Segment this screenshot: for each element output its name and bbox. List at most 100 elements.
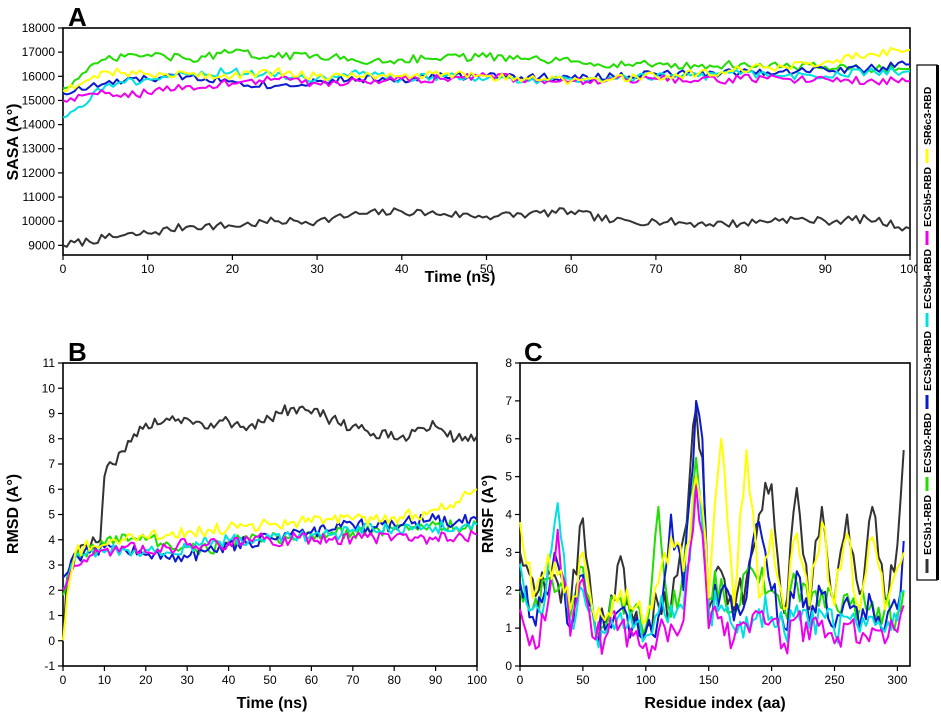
rmsd-y-tick-label: 9 (48, 407, 55, 421)
sasa-y-tick-label: 16000 (22, 69, 56, 83)
rmsd-y-tick-label: 4 (48, 533, 55, 547)
sasa-y-axis-label: SASA (A°) (5, 104, 22, 181)
sasa-panel: 0 10 20 30 40 50 60 70 80 90 100 9000 10000 11000 120… (5, 21, 920, 286)
rmsf-y-tick-label: 6 (505, 432, 512, 446)
rmsf-x-tick-label: 250 (825, 673, 845, 687)
rmsd-y-tick-label: 7 (48, 457, 55, 471)
rmsd-x-tick-label: 0 (60, 673, 67, 687)
sasa-x-tick-label: 50 (480, 262, 494, 276)
sasa-series-ecsb5-rbd (62, 72, 911, 103)
sasa-y-tick-label: 12000 (22, 166, 56, 180)
rmsd-y-tick-label: 1 (48, 609, 55, 623)
legend-label-ecsb5-rbd: ECSb5-RBD (922, 166, 934, 227)
rmsd-x-tick-label: 10 (98, 673, 112, 687)
rmsf-x-ticks: 0 50 100 150 200 250 300 (517, 666, 908, 687)
rmsf-series-layer (519, 399, 905, 660)
rmsd-x-ticks: 0 10 20 30 40 50 60 70 80 90 100 (60, 666, 487, 687)
sasa-y-tick-label: 14000 (22, 118, 56, 132)
sasa-y-tick-label: 15000 (22, 93, 56, 107)
sasa-y-tick-label: 9000 (28, 238, 55, 252)
rmsd-x-tick-label: 40 (222, 673, 236, 687)
legend-label-ecsb4-rbd: ECSb4-RBD (922, 248, 934, 309)
rmsd-y-ticks: -1 0 1 2 3 4 5 6 7 8 9 10 11 (42, 356, 63, 673)
rmsf-y-tick-label: 4 (505, 508, 512, 522)
rmsd-y-tick-label: 2 (48, 583, 55, 597)
rmsd-y-tick-label: 11 (43, 356, 56, 370)
rmsf-panel: 0 50 100 150 200 250 300 0 1 2 3 4 5 6 7 8 Residue ind… (480, 356, 911, 712)
rmsf-series-sr6c3-rbd (519, 437, 905, 625)
rmsf-x-tick-label: 300 (887, 673, 907, 687)
sasa-series-sr6c3-rbd (62, 46, 911, 92)
legend-label-ecsb3-rbd: ECSb3-RBD (922, 330, 934, 391)
rmsf-y-tick-label: 7 (505, 394, 512, 408)
rmsd-y-axis-label: RMSD (A°) (5, 474, 22, 554)
sasa-x-ticks: 0 10 20 30 40 50 60 70 80 90 100 (60, 255, 920, 276)
rmsf-y-axis-label: RMSF (A°) (480, 475, 497, 553)
sasa-x-tick-label: 60 (565, 262, 579, 276)
sasa-series-ecsb4-rbd (62, 66, 910, 119)
sasa-x-tick-label: 20 (226, 262, 240, 276)
sasa-y-tick-label: 17000 (22, 45, 56, 59)
sasa-y-tick-label: 11000 (23, 190, 56, 204)
rmsf-series-ecsb1-rbd (519, 407, 905, 638)
rmsd-y-tick-label: 8 (48, 432, 55, 446)
sasa-y-tick-label: 13000 (22, 142, 56, 156)
rmsd-x-tick-label: 100 (467, 673, 487, 687)
rmsf-x-tick-label: 200 (762, 673, 782, 687)
rmsf-y-tick-label: 5 (505, 470, 512, 484)
sasa-series-ecsb2-rbd (62, 48, 911, 90)
panel-letter-a: A (68, 2, 87, 32)
sasa-plot-frame (62, 27, 911, 256)
sasa-series-ecsb1-rbd (62, 207, 911, 248)
legend-label-ecsb2-rbd: ECSb2-RBD (922, 412, 934, 473)
rmsf-series-ecsb4-rbd (519, 475, 905, 649)
sasa-y-tick-label: 18000 (22, 21, 56, 35)
rmsf-x-axis-label: Residue index (aa) (644, 695, 785, 712)
rmsd-y-tick-label: 5 (48, 508, 55, 522)
rmsd-y-tick-label: 0 (48, 634, 55, 648)
rmsf-y-tick-label: 3 (505, 545, 512, 559)
rmsf-x-tick-label: 150 (699, 673, 719, 687)
rmsd-panel: 0 10 20 30 40 50 60 70 80 90 100 -101234567891011 … (5, 356, 487, 712)
rmsd-series-ecsb1-rbd (62, 404, 478, 636)
rmsf-y-ticks: 0 1 2 3 4 5 6 7 8 (505, 356, 520, 673)
sasa-series-layer (62, 46, 911, 248)
sasa-x-tick-label: 80 (734, 262, 748, 276)
rmsd-series-layer (62, 404, 478, 641)
rmsd-x-tick-label: 50 (263, 673, 277, 687)
sasa-x-tick-label: 30 (310, 262, 324, 276)
rmsd-x-tick-label: 90 (429, 673, 443, 687)
sasa-x-tick-label: 90 (819, 262, 833, 276)
rmsd-x-tick-label: 30 (181, 673, 195, 687)
legend-entries: ECSb1-RBD ECSb2-RBD ECSb3-RBD ECSb4-RBD ECSb… (922, 86, 934, 573)
sasa-x-axis-label: Time (ns) (425, 269, 496, 286)
rmsd-series-sr6c3-rbd (62, 488, 478, 641)
sasa-x-tick-label: 0 (60, 262, 67, 276)
rmsd-x-tick-label: 80 (388, 673, 402, 687)
rmsd-series-ecsb5-rbd (62, 529, 478, 591)
sasa-x-tick-label: 10 (141, 262, 155, 276)
rmsf-y-tick-label: 0 (505, 659, 512, 673)
panel-letter-c: C (524, 337, 543, 367)
rmsd-y-tick-label: 3 (48, 558, 55, 572)
sasa-x-tick-label: 40 (395, 262, 409, 276)
rmsd-x-axis-label: Time (ns) (237, 695, 308, 712)
rmsd-x-tick-label: 70 (346, 673, 360, 687)
rmsf-y-tick-label: 2 (505, 583, 512, 597)
sasa-y-ticks: 9000 10000 11000 12000 13000 14000 15000 16000 1… (22, 21, 63, 252)
rmsd-series-ecsb4-rbd (62, 519, 478, 591)
rmsf-y-tick-label: 1 (505, 621, 512, 635)
rmsd-x-tick-label: 60 (305, 673, 319, 687)
panel-letter-b: B (68, 337, 87, 367)
rmsd-y-tick-label: -1 (44, 659, 55, 673)
legend: ECSb1-RBD ECSb2-RBD ECSb3-RBD ECSb4-RBD ECSb… (916, 64, 939, 581)
rmsf-x-tick-label: 0 (517, 673, 524, 687)
rmsd-x-tick-label: 20 (139, 673, 153, 687)
rmsf-x-tick-label: 50 (576, 673, 590, 687)
rmsd-y-tick-label: 6 (48, 482, 55, 496)
sasa-x-tick-label: 70 (649, 262, 663, 276)
legend-label-sr6c3-rbd: SR6c3-RBD (922, 86, 934, 145)
legend-label-ecsb1-rbd: ECSb1-RBD (922, 494, 934, 555)
rmsf-y-tick-label: 8 (505, 356, 512, 370)
